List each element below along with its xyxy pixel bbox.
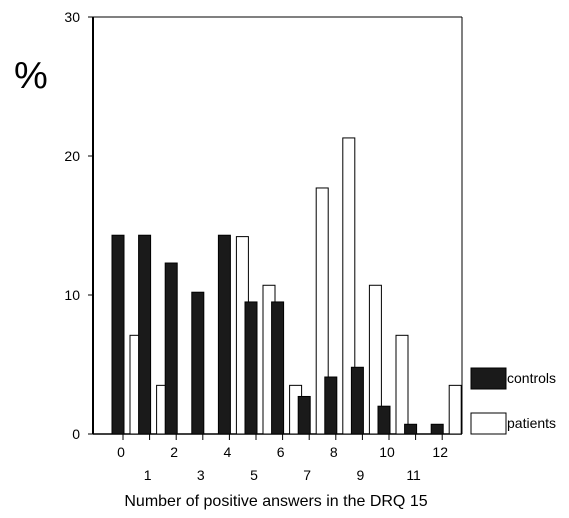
bar-controls-8 (324, 376, 338, 435)
x-tick-label: 10 (379, 444, 395, 460)
x-tick-label: 0 (117, 444, 125, 460)
legend-swatch-controls (470, 367, 507, 390)
x-axis-label: Number of positive answers in the DRQ 15 (124, 493, 427, 510)
bar-controls-3 (191, 291, 205, 435)
bar-controls-11 (404, 423, 418, 435)
bars (111, 137, 462, 435)
bar-controls-9 (350, 366, 364, 435)
x-tick-label: 8 (330, 444, 338, 460)
legend-label-patients: patients (507, 415, 556, 431)
x-tick-label: 3 (197, 467, 205, 483)
x-tick-label: 6 (277, 444, 285, 460)
x-tick-label: 11 (406, 467, 421, 483)
y-tick-label: 20 (64, 148, 80, 164)
y-tick-label: 30 (64, 9, 80, 25)
y-tick-label: 10 (64, 287, 80, 303)
bar-controls-5 (244, 301, 258, 435)
x-tick-label: 4 (224, 444, 232, 460)
x-tick-label: 2 (170, 444, 178, 460)
bar-controls-1 (138, 234, 152, 435)
bar-patients-8 (342, 137, 356, 435)
legend-label-controls: controls (507, 370, 556, 386)
x-tick-label: 1 (144, 467, 152, 483)
bar-controls-6 (271, 301, 285, 435)
bar-controls-7 (297, 395, 311, 435)
y-axis-label: % (14, 55, 48, 97)
x-tick-label: 12 (432, 444, 448, 460)
bar-controls-10 (377, 405, 391, 435)
bar-patients-10 (395, 334, 409, 435)
x-tick-label: 9 (357, 467, 365, 483)
bar-patients-7 (315, 187, 329, 435)
bar-controls-12 (430, 423, 444, 435)
legend: controls patients (470, 367, 556, 435)
bar-controls-0 (111, 234, 125, 435)
y-axis: 0 10 20 30 (64, 9, 93, 442)
x-tick-label: 5 (250, 467, 258, 483)
bar-controls-2 (164, 262, 178, 435)
x-tick-label: 7 (303, 467, 311, 483)
bar-controls-4 (217, 234, 231, 435)
bar-patients-12 (448, 384, 462, 435)
bar-patients-9 (368, 284, 382, 435)
legend-swatch-patients (470, 412, 507, 435)
y-tick-label: 0 (72, 426, 80, 442)
